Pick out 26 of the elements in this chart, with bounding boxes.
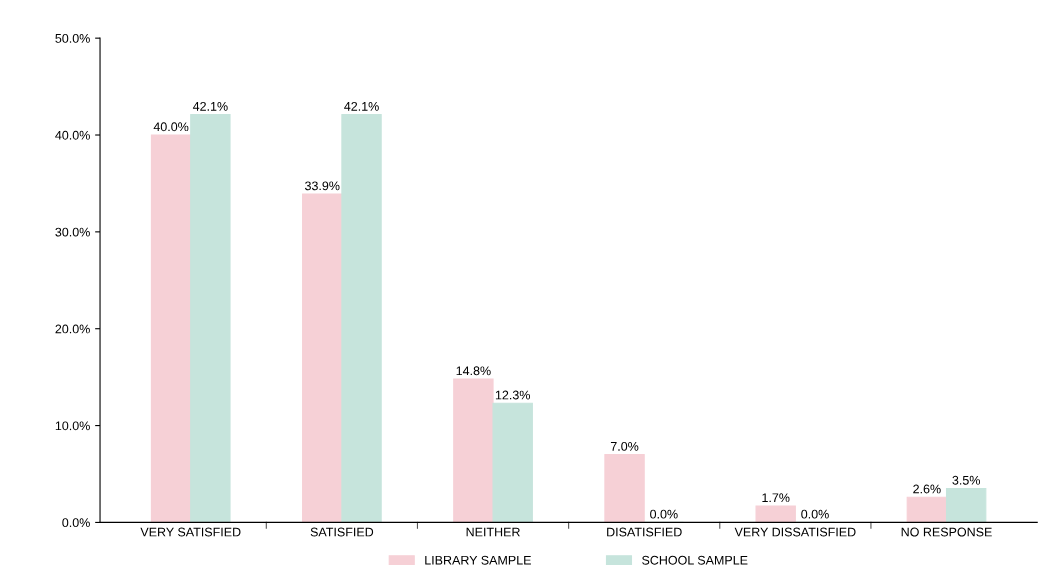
data-label: 33.9% bbox=[304, 181, 340, 191]
x-tick-label: VERY SATISFIED bbox=[140, 527, 241, 537]
data-label: 3.5% bbox=[952, 475, 980, 485]
legend-label: LIBRARY SAMPLE bbox=[425, 555, 531, 565]
x-tick-label: SATISFIED bbox=[310, 527, 374, 537]
data-label: 12.3% bbox=[495, 390, 530, 400]
data-label: 1.7% bbox=[762, 493, 790, 503]
data-label: 0.0% bbox=[801, 509, 829, 519]
data-label: 2.6% bbox=[913, 484, 941, 494]
legend-label: SCHOOL SAMPLE bbox=[642, 555, 748, 565]
y-tick-label: 30.0% bbox=[55, 227, 90, 237]
data-label: 42.1% bbox=[344, 101, 379, 111]
x-tick-label: DISATISFIED bbox=[607, 527, 682, 537]
y-tick-label: 40.0% bbox=[55, 130, 90, 140]
x-tick-label: VERY DISSATISFIED bbox=[734, 527, 856, 537]
x-tick-label: NO RESPONSE bbox=[901, 527, 992, 537]
data-label: 40.0% bbox=[153, 122, 189, 132]
y-tick-label: 10.0% bbox=[55, 421, 90, 431]
data-label: 14.8% bbox=[456, 366, 491, 376]
data-label: 0.0% bbox=[650, 509, 678, 519]
x-tick-label: NEITHER bbox=[466, 527, 520, 537]
y-tick-label: 50.0% bbox=[55, 33, 90, 43]
y-tick-label: 20.0% bbox=[55, 324, 90, 334]
y-tick-label: 0.0% bbox=[62, 518, 90, 528]
data-label: 7.0% bbox=[610, 441, 639, 451]
data-label: 42.1% bbox=[192, 101, 228, 111]
